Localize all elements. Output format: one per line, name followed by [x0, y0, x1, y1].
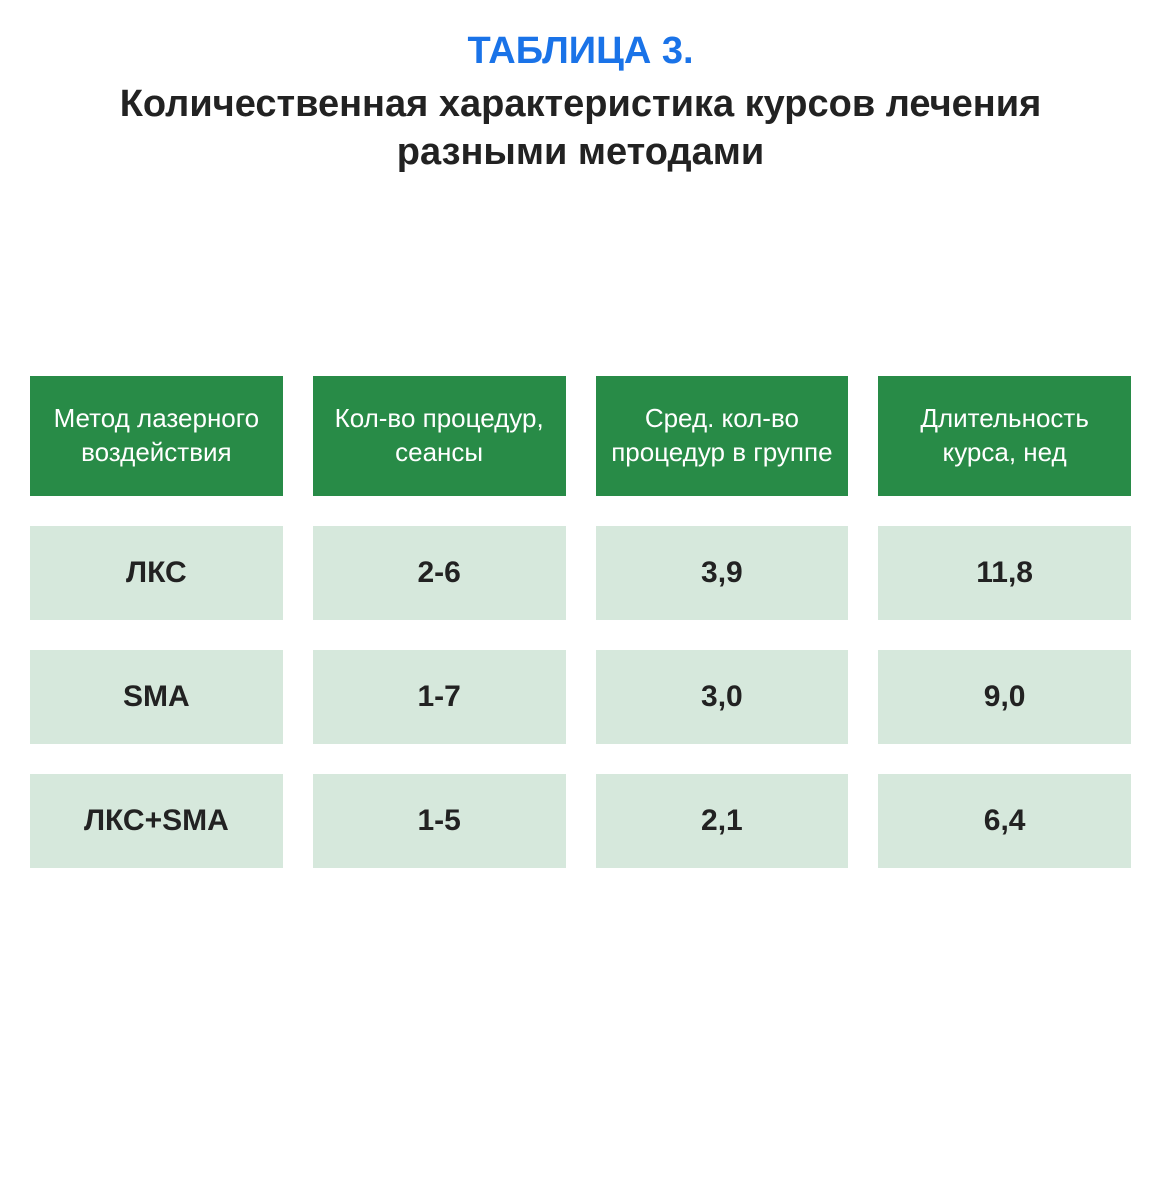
data-table: Метод лазерного воздействия Кол-во проце… — [30, 376, 1131, 868]
table-cell: 1-7 — [313, 650, 566, 744]
column-header: Кол-во процедур, сеансы — [313, 376, 566, 496]
table-cell: ЛКС+SMA — [30, 774, 283, 868]
table-cell: 2-6 — [313, 526, 566, 620]
column-header: Сред. кол-во процедур в группе — [596, 376, 849, 496]
table-cell: ЛКС — [30, 526, 283, 620]
column-header: Метод лазерного воздействия — [30, 376, 283, 496]
table-number: ТАБЛИЦА 3. — [30, 30, 1131, 73]
table-cell: 9,0 — [878, 650, 1131, 744]
table-cell: 3,0 — [596, 650, 849, 744]
column-header: Длительность курса, нед — [878, 376, 1131, 496]
title-block: ТАБЛИЦА 3. Количественная характеристика… — [30, 30, 1131, 176]
table-cell: SMA — [30, 650, 283, 744]
table-cell: 1-5 — [313, 774, 566, 868]
table-cell: 2,1 — [596, 774, 849, 868]
table-cell: 3,9 — [596, 526, 849, 620]
table-cell: 6,4 — [878, 774, 1131, 868]
table-caption: Количественная характеристика курсов леч… — [30, 81, 1131, 176]
table-cell: 11,8 — [878, 526, 1131, 620]
